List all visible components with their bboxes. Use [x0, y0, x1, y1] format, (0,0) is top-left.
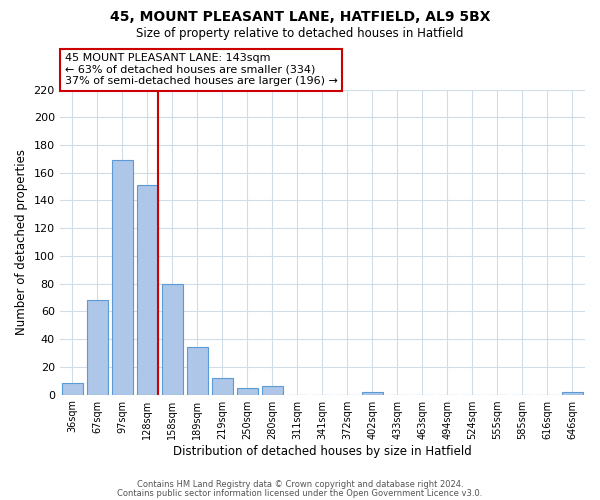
Bar — [212, 378, 233, 394]
Bar — [187, 348, 208, 395]
Bar — [562, 392, 583, 394]
Text: 45, MOUNT PLEASANT LANE, HATFIELD, AL9 5BX: 45, MOUNT PLEASANT LANE, HATFIELD, AL9 5… — [110, 10, 490, 24]
Text: Contains HM Land Registry data © Crown copyright and database right 2024.: Contains HM Land Registry data © Crown c… — [137, 480, 463, 489]
X-axis label: Distribution of detached houses by size in Hatfield: Distribution of detached houses by size … — [173, 444, 472, 458]
Bar — [86, 300, 108, 394]
Text: Contains public sector information licensed under the Open Government Licence v3: Contains public sector information licen… — [118, 488, 482, 498]
Text: 45 MOUNT PLEASANT LANE: 143sqm
← 63% of detached houses are smaller (334)
37% of: 45 MOUNT PLEASANT LANE: 143sqm ← 63% of … — [65, 54, 338, 86]
Y-axis label: Number of detached properties: Number of detached properties — [15, 149, 28, 335]
Bar — [362, 392, 383, 394]
Bar — [137, 185, 158, 394]
Bar — [62, 384, 83, 394]
Bar — [262, 386, 283, 394]
Bar — [112, 160, 133, 394]
Text: Size of property relative to detached houses in Hatfield: Size of property relative to detached ho… — [136, 28, 464, 40]
Bar — [161, 284, 183, 395]
Bar — [236, 388, 258, 394]
